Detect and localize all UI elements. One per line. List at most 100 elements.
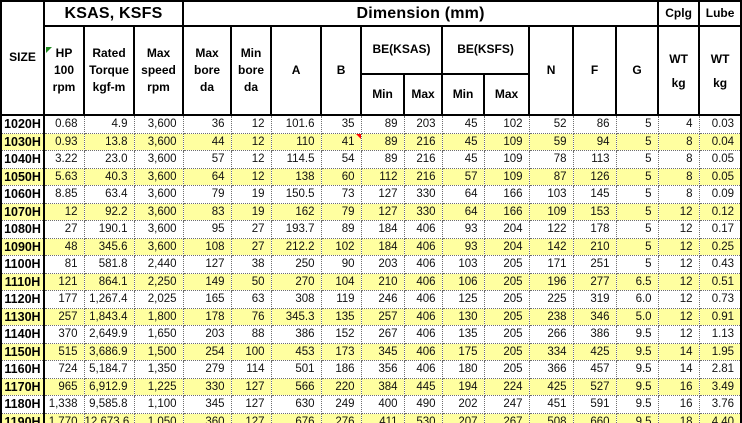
cell-be_ksfs_max[interactable]: 109 bbox=[483, 167, 530, 187]
cell-lube_wt[interactable]: 1.95 bbox=[698, 342, 742, 362]
cell-max_speed[interactable]: 2,440 bbox=[133, 255, 184, 274]
cell-g[interactable]: 9.5 bbox=[615, 377, 659, 397]
cell-rated_torque[interactable]: 1,267.4 bbox=[83, 290, 135, 309]
cell-n[interactable]: 103 bbox=[528, 185, 574, 204]
cell-be_ksas_max[interactable]: 406 bbox=[403, 325, 443, 344]
header-be-ksas-max[interactable]: Max bbox=[403, 72, 444, 117]
cell-g[interactable]: 5 bbox=[615, 132, 659, 152]
cell-a[interactable]: 566 bbox=[270, 377, 322, 397]
cell-min_bore[interactable]: 127 bbox=[230, 412, 272, 423]
cell-f[interactable]: 94 bbox=[572, 132, 617, 152]
cell-size[interactable]: 1040H bbox=[0, 150, 45, 169]
cell-g[interactable]: 9.5 bbox=[615, 395, 659, 414]
cell-be_ksfs_min[interactable]: 57 bbox=[441, 167, 485, 187]
cell-be_ksas_max[interactable]: 406 bbox=[403, 290, 443, 309]
cell-hp_100rpm[interactable]: 27 bbox=[43, 220, 85, 239]
cell-be_ksas_max[interactable]: 530 bbox=[403, 412, 443, 423]
header-be-ksfs[interactable]: BE(KSFS) bbox=[441, 25, 531, 75]
cell-rated_torque[interactable]: 13.8 bbox=[83, 132, 135, 152]
cell-a[interactable]: 630 bbox=[270, 395, 322, 414]
cell-max_bore[interactable]: 178 bbox=[182, 307, 232, 327]
cell-size[interactable]: 1050H bbox=[0, 167, 45, 187]
cell-b[interactable]: 35 bbox=[320, 114, 362, 134]
cell-lube_wt[interactable]: 3.76 bbox=[698, 395, 742, 414]
cell-rated_torque[interactable]: 3,686.9 bbox=[83, 342, 135, 362]
header-be-ksas[interactable]: BE(KSAS) bbox=[360, 25, 444, 75]
cell-size[interactable]: 1110H bbox=[0, 272, 45, 292]
cell-max_speed[interactable]: 3,600 bbox=[133, 167, 184, 187]
header-f[interactable]: F bbox=[572, 25, 618, 117]
cell-be_ksfs_max[interactable]: 204 bbox=[483, 237, 530, 257]
cell-hp_100rpm[interactable]: 5.63 bbox=[43, 167, 85, 187]
cell-lube_wt[interactable]: 0.05 bbox=[698, 167, 742, 187]
cell-n[interactable]: 78 bbox=[528, 150, 574, 169]
cell-be_ksfs_max[interactable]: 109 bbox=[483, 132, 530, 152]
cell-b[interactable]: 73 bbox=[320, 185, 362, 204]
cell-rated_torque[interactable]: 40.3 bbox=[83, 167, 135, 187]
cell-be_ksas_min[interactable]: 112 bbox=[360, 167, 405, 187]
cell-rated_torque[interactable]: 581.8 bbox=[83, 255, 135, 274]
cell-cplg_wt[interactable]: 12 bbox=[657, 290, 700, 309]
cell-max_bore[interactable]: 95 bbox=[182, 220, 232, 239]
cell-f[interactable]: 346 bbox=[572, 307, 617, 327]
cell-be_ksas_min[interactable]: 384 bbox=[360, 377, 405, 397]
cell-n[interactable]: 225 bbox=[528, 290, 574, 309]
header-cplg[interactable]: Cplg bbox=[657, 0, 701, 28]
cell-cplg_wt[interactable]: 8 bbox=[657, 150, 700, 169]
cell-min_bore[interactable]: 63 bbox=[230, 290, 272, 309]
cell-max_bore[interactable]: 165 bbox=[182, 290, 232, 309]
cell-be_ksas_max[interactable]: 445 bbox=[403, 377, 443, 397]
cell-b[interactable]: 119 bbox=[320, 290, 362, 309]
cell-min_bore[interactable]: 88 bbox=[230, 325, 272, 344]
cell-be_ksfs_min[interactable]: 202 bbox=[441, 395, 485, 414]
cell-max_speed[interactable]: 3,600 bbox=[133, 185, 184, 204]
cell-cplg_wt[interactable]: 18 bbox=[657, 412, 700, 423]
cell-max_speed[interactable]: 1,650 bbox=[133, 325, 184, 344]
cell-rated_torque[interactable]: 12,673.6 bbox=[83, 412, 135, 423]
cell-hp_100rpm[interactable]: 257 bbox=[43, 307, 85, 327]
cell-hp_100rpm[interactable]: 515 bbox=[43, 342, 85, 362]
cell-be_ksfs_max[interactable]: 205 bbox=[483, 272, 530, 292]
cell-max_bore[interactable]: 345 bbox=[182, 395, 232, 414]
cell-be_ksas_min[interactable]: 203 bbox=[360, 255, 405, 274]
cell-f[interactable]: 386 bbox=[572, 325, 617, 344]
cell-be_ksfs_min[interactable]: 93 bbox=[441, 220, 485, 239]
cell-n[interactable]: 508 bbox=[528, 412, 574, 423]
cell-be_ksas_min[interactable]: 89 bbox=[360, 114, 405, 134]
cell-be_ksas_min[interactable]: 127 bbox=[360, 185, 405, 204]
cell-f[interactable]: 591 bbox=[572, 395, 617, 414]
cell-max_speed[interactable]: 1,500 bbox=[133, 342, 184, 362]
cell-cplg_wt[interactable]: 16 bbox=[657, 377, 700, 397]
cell-rated_torque[interactable]: 63.4 bbox=[83, 185, 135, 204]
cell-cplg_wt[interactable]: 12 bbox=[657, 237, 700, 257]
cell-size[interactable]: 1070H bbox=[0, 202, 45, 222]
cell-f[interactable]: 178 bbox=[572, 220, 617, 239]
cell-a[interactable]: 345.3 bbox=[270, 307, 322, 327]
header-be-ksfs-min[interactable]: Min bbox=[441, 72, 486, 117]
cell-b[interactable]: 89 bbox=[320, 220, 362, 239]
cell-a[interactable]: 110 bbox=[270, 132, 322, 152]
cell-size[interactable]: 1170H bbox=[0, 377, 45, 397]
cell-max_bore[interactable]: 64 bbox=[182, 167, 232, 187]
cell-rated_torque[interactable]: 4.9 bbox=[83, 114, 135, 134]
cell-rated_torque[interactable]: 23.0 bbox=[83, 150, 135, 169]
cell-be_ksas_min[interactable]: 184 bbox=[360, 237, 405, 257]
cell-min_bore[interactable]: 19 bbox=[230, 202, 272, 222]
cell-rated_torque[interactable]: 2,649.9 bbox=[83, 325, 135, 344]
cell-rated_torque[interactable]: 345.6 bbox=[83, 237, 135, 257]
cell-be_ksas_min[interactable]: 400 bbox=[360, 395, 405, 414]
cell-f[interactable]: 126 bbox=[572, 167, 617, 187]
cell-size[interactable]: 1060H bbox=[0, 185, 45, 204]
header-min-bore[interactable]: Min bore da bbox=[230, 25, 273, 117]
header-model-group[interactable]: KSAS, KSFS bbox=[42, 0, 185, 28]
cell-b[interactable]: 60 bbox=[320, 167, 362, 187]
header-dimension-group[interactable]: Dimension (mm) bbox=[182, 0, 660, 28]
cell-a[interactable]: 138 bbox=[270, 167, 322, 187]
cell-g[interactable]: 9.5 bbox=[615, 360, 659, 379]
cell-max_bore[interactable]: 83 bbox=[182, 202, 232, 222]
cell-f[interactable]: 86 bbox=[572, 114, 617, 134]
cell-be_ksfs_max[interactable]: 247 bbox=[483, 395, 530, 414]
cell-g[interactable]: 9.5 bbox=[615, 325, 659, 344]
cell-min_bore[interactable]: 38 bbox=[230, 255, 272, 274]
cell-be_ksfs_max[interactable]: 205 bbox=[483, 342, 530, 362]
